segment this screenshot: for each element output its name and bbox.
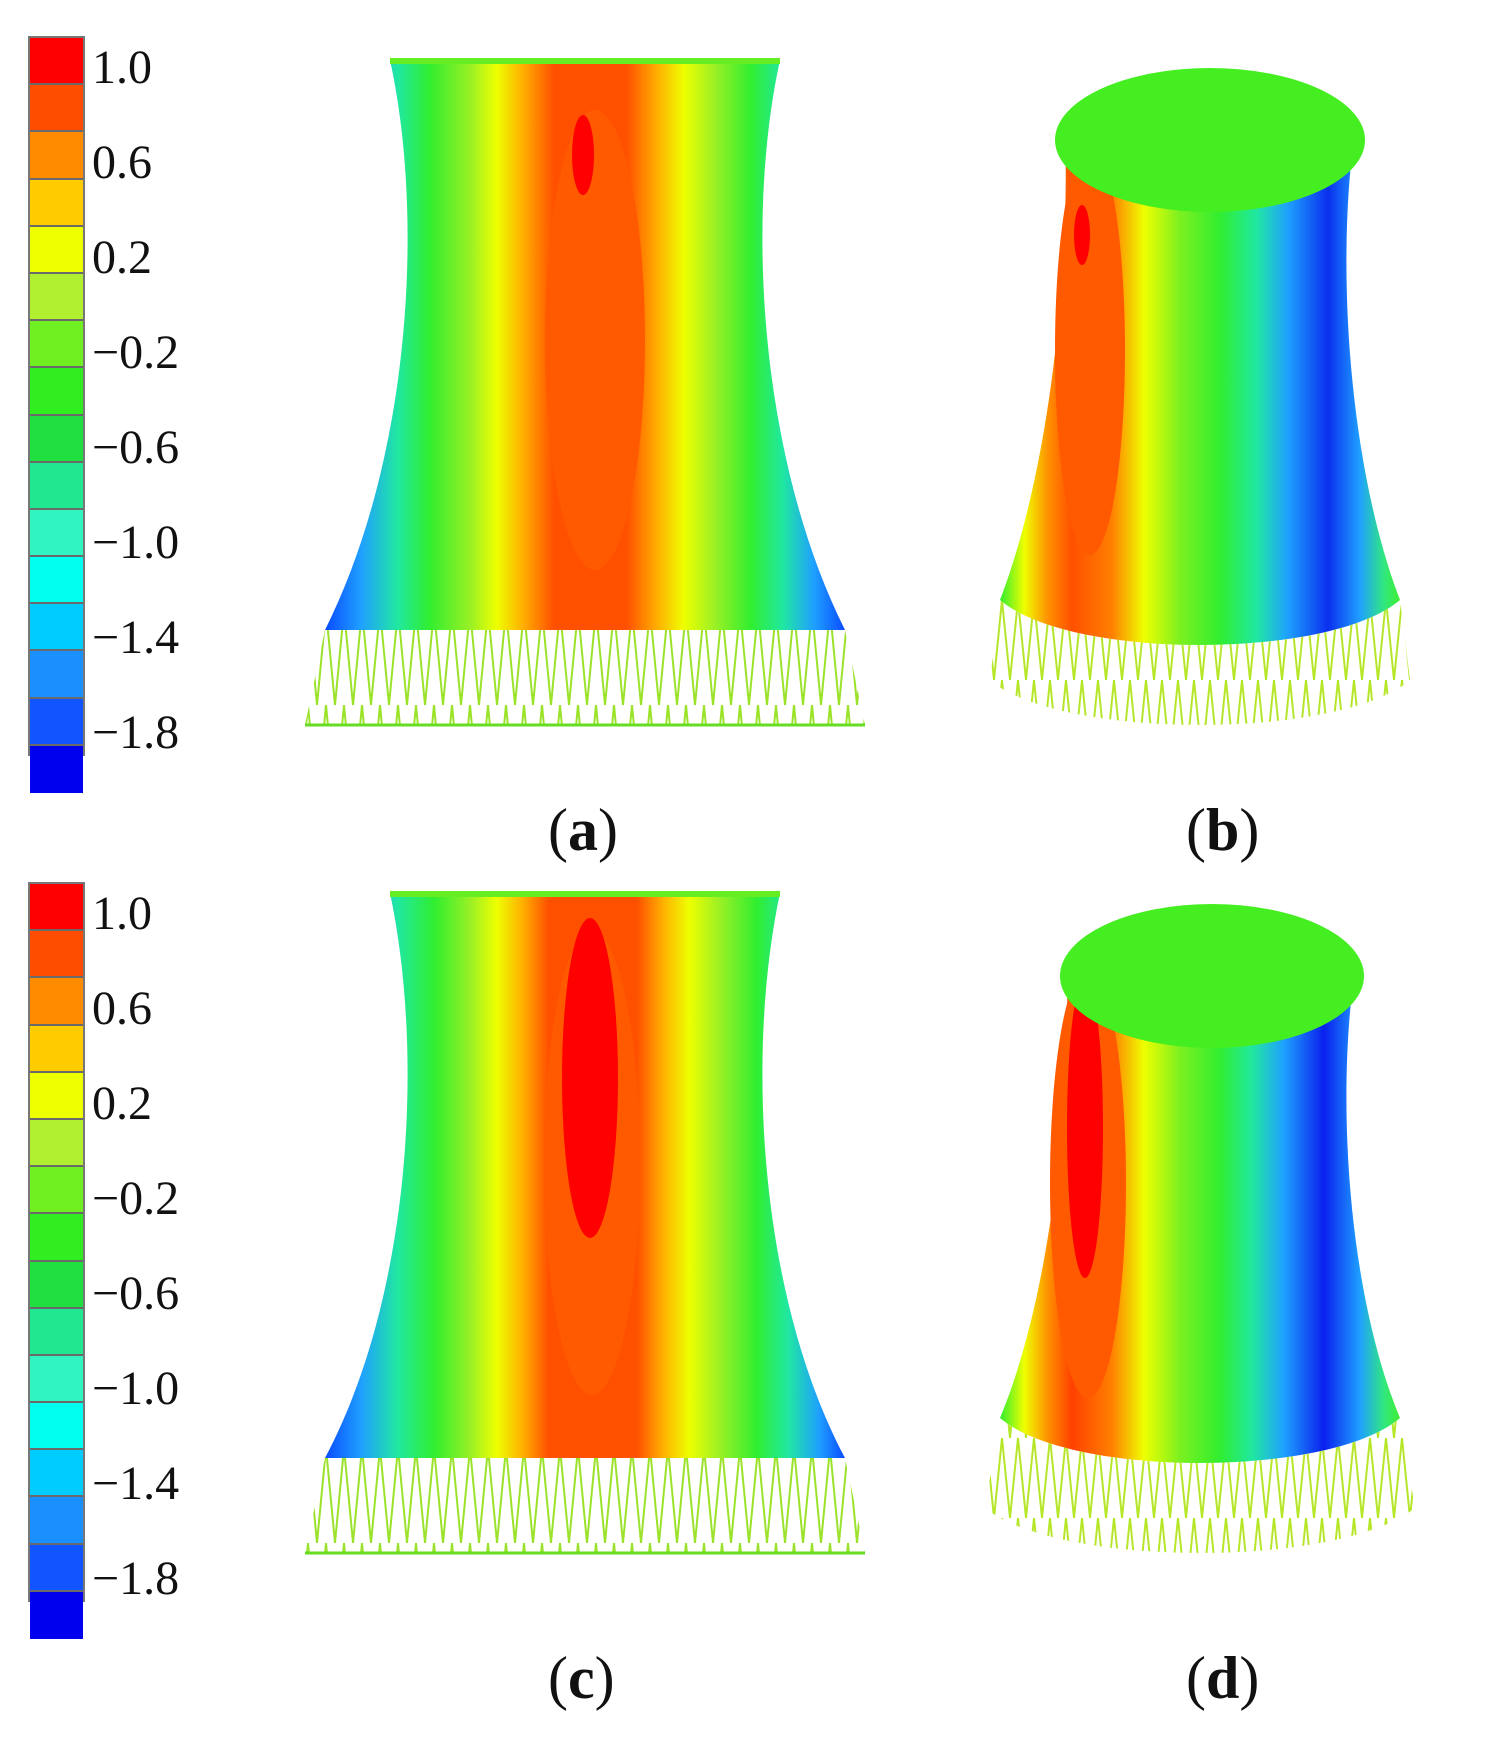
panel-caption-d: (d) bbox=[1186, 1645, 1260, 1711]
legend-swatch bbox=[30, 462, 83, 510]
legend-swatch bbox=[30, 1403, 83, 1451]
legend-color-bar bbox=[28, 882, 85, 1639]
legend-tick: −1.8 bbox=[92, 1552, 180, 1605]
legend-tick: −0.2 bbox=[92, 326, 180, 379]
tower-front-view-a bbox=[305, 58, 865, 727]
legend-swatch bbox=[30, 884, 83, 932]
legend-swatch bbox=[30, 132, 83, 180]
legend-swatch bbox=[30, 85, 83, 133]
legend-tick: −1.8 bbox=[92, 706, 180, 759]
panel-caption-a: (a) bbox=[548, 797, 618, 863]
legend-tick: −0.2 bbox=[92, 1172, 180, 1225]
legend-swatch bbox=[30, 1544, 83, 1592]
legend-tick: 0.6 bbox=[92, 136, 152, 189]
legend-color-bar bbox=[28, 36, 85, 793]
legend-tick: −1.4 bbox=[92, 1457, 180, 1510]
legend-tick: −1.0 bbox=[92, 516, 180, 569]
legend-swatch bbox=[30, 1308, 83, 1356]
legend-swatch bbox=[30, 1261, 83, 1309]
legend-tick: −0.6 bbox=[92, 421, 180, 474]
legend-swatch bbox=[30, 179, 83, 227]
legend-swatch bbox=[30, 1119, 83, 1168]
tower-perspective-view-b bbox=[990, 68, 1410, 725]
legend-tick: 0.2 bbox=[92, 1077, 152, 1130]
legend-tick: 1.0 bbox=[92, 41, 152, 94]
legend-swatch bbox=[30, 226, 83, 274]
legend-swatch bbox=[30, 415, 83, 463]
tower-perspective-view-d bbox=[985, 904, 1415, 1553]
color-legend-bottom: 1.0 0.6 0.2 −0.2 −0.6 −1.0 −1.4 −1.8 bbox=[0, 882, 240, 1639]
panel-caption-b: (b) bbox=[1186, 797, 1260, 863]
legend-swatch bbox=[30, 273, 83, 322]
legend-swatch bbox=[30, 651, 83, 699]
legend-swatch bbox=[30, 978, 83, 1026]
legend-swatch bbox=[30, 931, 83, 979]
legend-swatch bbox=[30, 38, 83, 86]
legend-swatch bbox=[30, 1450, 83, 1498]
legend-tick: −1.0 bbox=[92, 1362, 180, 1415]
legend-swatch bbox=[30, 1591, 83, 1639]
legend-swatch bbox=[30, 604, 83, 652]
legend-swatch bbox=[30, 1355, 83, 1404]
panel-caption-c: (c) bbox=[548, 1645, 615, 1711]
legend-swatch bbox=[30, 1497, 83, 1545]
tower-front-view-c bbox=[305, 891, 865, 1555]
legend-tick: −0.6 bbox=[92, 1267, 180, 1320]
legend-tick: 1.0 bbox=[92, 887, 152, 940]
legend-swatch bbox=[30, 368, 83, 416]
legend-swatch bbox=[30, 1072, 83, 1120]
color-legend-top: 1.0 0.6 0.2 −0.2 −0.6 −1.0 −1.4 −1.8 bbox=[0, 36, 240, 793]
legend-swatch bbox=[30, 1167, 83, 1215]
legend-tick: 0.2 bbox=[92, 231, 152, 284]
legend-tick: −1.4 bbox=[92, 611, 180, 664]
legend-swatch bbox=[30, 509, 83, 558]
legend-swatch bbox=[30, 1025, 83, 1073]
legend-swatch bbox=[30, 1214, 83, 1262]
legend-swatch bbox=[30, 557, 83, 605]
legend-tick: 0.6 bbox=[92, 982, 152, 1035]
legend-swatch bbox=[30, 745, 83, 793]
legend-swatch bbox=[30, 321, 83, 369]
legend-swatch bbox=[30, 698, 83, 746]
